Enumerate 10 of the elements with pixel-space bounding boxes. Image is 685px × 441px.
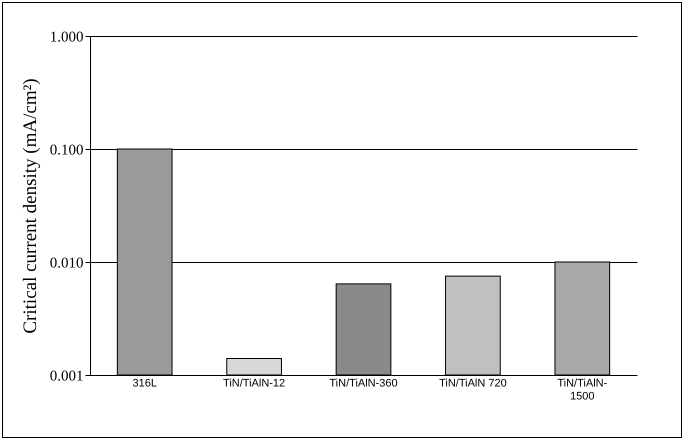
y-tick-label: 0.001 (50, 368, 84, 384)
x-tick-label: TiN/TiAlN-12 (223, 378, 286, 390)
y-tick-label: 0.100 (50, 142, 84, 158)
y-axis-title: Critical current density (mA/cm²) (20, 78, 41, 334)
x-tick-label: TiN/TiAlN-360 (329, 378, 398, 390)
y-tick-label: 1.000 (50, 30, 84, 46)
y-tick-label: 0.010 (50, 256, 84, 272)
x-tick-label: TiN/TiAlN 720 (439, 378, 507, 390)
x-tick-label: 316L (132, 378, 157, 390)
x-tick-label: TiN/TiAlN-1500 (557, 378, 608, 402)
